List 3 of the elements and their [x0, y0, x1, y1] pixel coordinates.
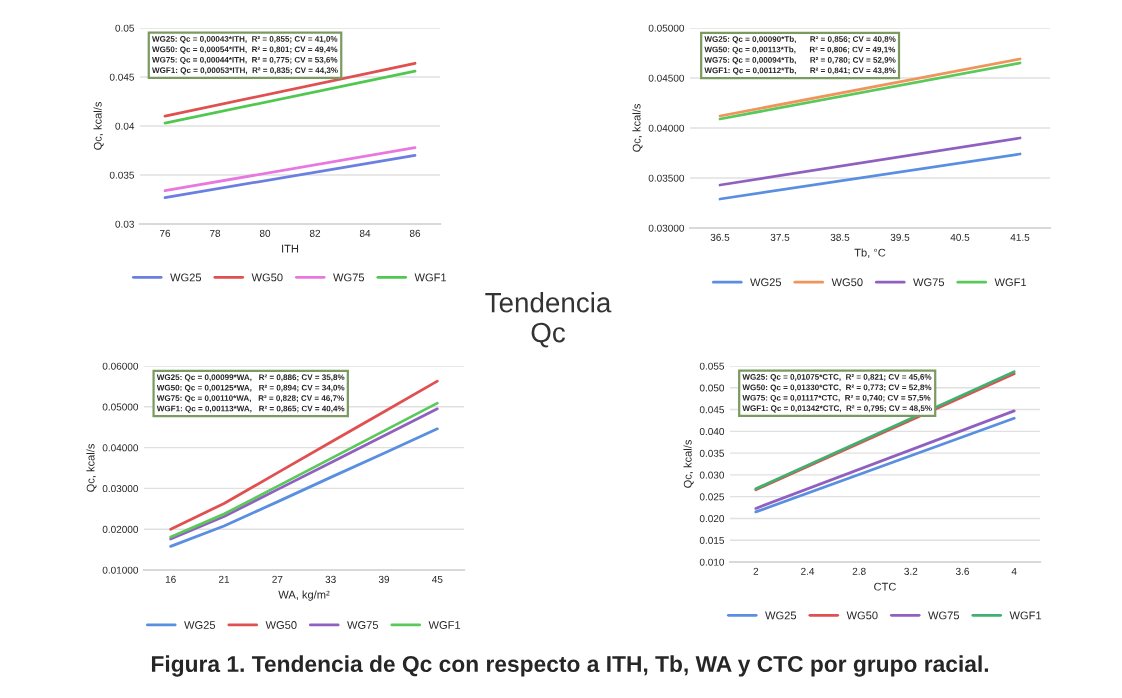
text: Tendencia Qc — [485, 292, 612, 348]
line-series — [169, 427, 439, 548]
text: Figura 1. Tendencia de Qc con respecto a ITH, Tb, WA y CTC por grupo racial. — [151, 655, 989, 677]
